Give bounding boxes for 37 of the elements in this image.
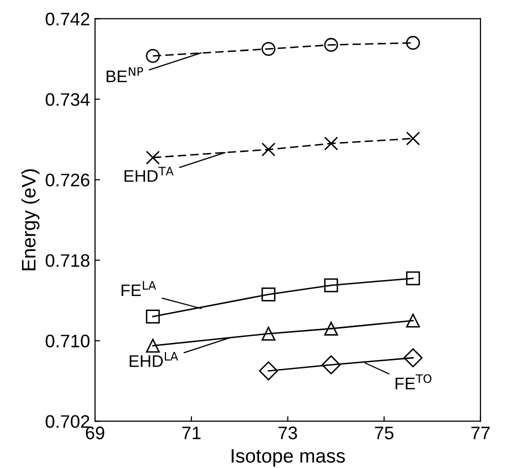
- point: [262, 326, 276, 341]
- y-tick-label: 0.726: [46, 174, 90, 186]
- annotation: BE$^{NP}$: [106, 67, 144, 82]
- point: [322, 355, 341, 374]
- point: [262, 287, 276, 302]
- annotation: EHD$^{TA}$: [124, 166, 174, 182]
- y-tick-label: 0.710: [46, 334, 90, 348]
- y-tick-label: 0.718: [46, 254, 90, 267]
- y-axis-title: Energy (eV): [21, 169, 40, 270]
- point: [146, 310, 160, 324]
- point: [262, 42, 276, 56]
- point: [146, 150, 160, 165]
- point: [324, 136, 338, 150]
- point: [406, 314, 420, 328]
- point: [406, 36, 420, 50]
- point: [258, 361, 278, 380]
- point: [406, 271, 420, 286]
- point: [324, 38, 338, 52]
- x-tick-label: 73: [278, 426, 298, 440]
- x-axis-title: Isotope mass: [232, 449, 345, 467]
- point: [146, 338, 160, 353]
- point: [262, 142, 276, 156]
- x-tick-label: 77: [471, 426, 490, 440]
- x-tick-label: 75: [375, 426, 394, 440]
- point: [324, 278, 338, 292]
- x-tick-label: 71: [182, 426, 201, 440]
- point: [146, 49, 160, 63]
- annotation: FE$^{LA}$: [122, 281, 156, 296]
- point: [406, 132, 420, 146]
- y-tick-label: 0.734: [46, 93, 90, 106]
- point: [324, 322, 338, 336]
- annotation: FE$^{TO}$: [396, 374, 432, 390]
- y-tick-label: 0.742: [46, 12, 90, 26]
- x-tick-label: 69: [86, 426, 104, 440]
- point: [403, 348, 423, 368]
- y-tick-label: 0.702: [46, 415, 90, 428]
- annotation: EHD$^{LA}$: [130, 352, 178, 367]
